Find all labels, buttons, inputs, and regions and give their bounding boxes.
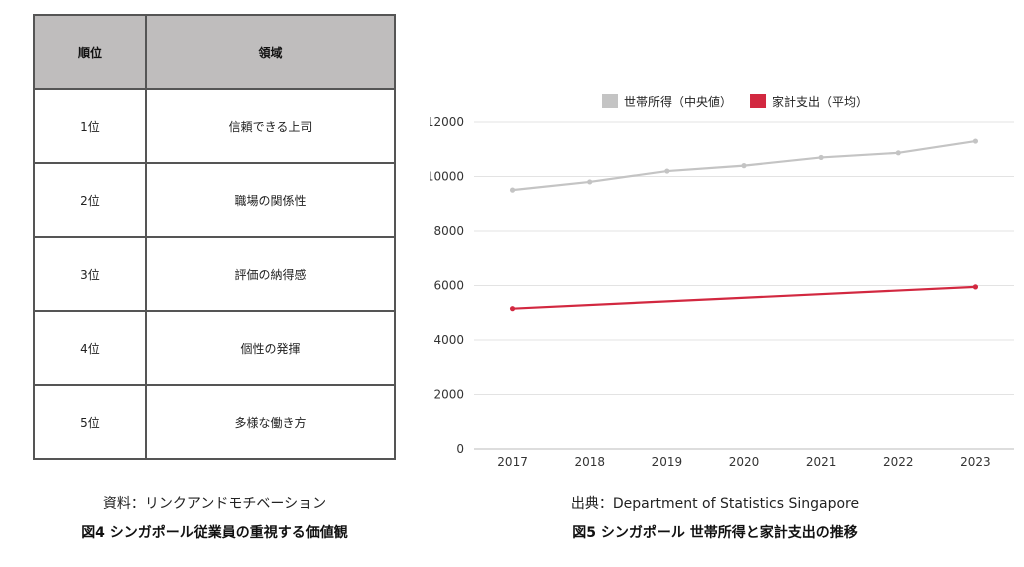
legend-label: 家計支出（平均）: [772, 94, 868, 109]
table-row: 4位 個性の発揮: [33, 310, 396, 386]
legend-swatch: [602, 94, 618, 108]
x-tick-label: 2018: [574, 455, 605, 469]
data-point: [587, 179, 593, 185]
y-tick-label: 0: [456, 442, 464, 456]
x-tick-label: 2021: [806, 455, 837, 469]
chart-source-caption: 出典：Department of Statistics Singapore: [570, 496, 860, 512]
rank-cell: 3位: [33, 236, 147, 312]
y-tick-label: 10000: [430, 170, 464, 184]
table-figure-title: 図4 シンガポール従業員の重視する価値観: [81, 525, 348, 541]
header-rank: 順位: [33, 14, 147, 90]
y-tick-label: 6000: [433, 279, 464, 293]
y-tick-label: 12000: [430, 115, 464, 129]
data-point: [509, 187, 516, 193]
y-tick-label: 4000: [433, 333, 464, 347]
income-expense-line-chart: 0 2000 4000 6000 8000 10000 12000 2017 2018 2019 2…: [430, 94, 1014, 469]
data-point: [895, 150, 901, 156]
data-point: [509, 306, 516, 312]
rank-cell: 2位: [33, 162, 147, 238]
data-point: [664, 168, 670, 174]
x-tick-label: 2022: [883, 455, 914, 469]
data-point: [741, 163, 747, 169]
table-header-row: 順位 領域: [33, 14, 396, 90]
area-cell: 個性の発揮: [145, 310, 396, 386]
legend-swatch: [750, 94, 767, 108]
rank-cell: 1位: [33, 88, 147, 164]
header-area: 領域: [145, 14, 396, 90]
area-cell: 評価の納得感: [145, 236, 396, 312]
table-row: 2位 職場の関係性: [33, 162, 396, 238]
x-tick-label: 2020: [729, 455, 760, 469]
x-tick-label: 2019: [652, 455, 683, 469]
data-point: [818, 154, 824, 161]
y-tick-label: 2000: [433, 388, 464, 402]
data-point: [972, 284, 979, 290]
table-row: 3位 評価の納得感: [33, 236, 396, 312]
series-line: [512, 285, 976, 310]
area-cell: 信頼できる上司: [145, 88, 396, 164]
area-cell: 多様な働き方: [145, 384, 396, 460]
chart-figure-title: 図5 シンガポール 世帯所得と家計支出の推移: [572, 525, 858, 541]
data-point: [972, 138, 979, 144]
y-tick-label: 8000: [433, 224, 464, 238]
rank-cell: 4位: [33, 310, 147, 386]
x-tick-label: 2017: [497, 455, 528, 469]
table-source-caption: 資料：リンクアンドモチベーション: [102, 496, 327, 512]
table-row: 5位 多様な働き方: [33, 384, 396, 460]
x-tick-label: 2023: [960, 455, 991, 469]
area-cell: 職場の関係性: [145, 162, 396, 238]
legend-label: 世帯所得（中央値）: [624, 94, 732, 109]
table-row: 1位 信頼できる上司: [33, 88, 396, 164]
rank-cell: 5位: [33, 384, 147, 460]
ranking-table: 順位 領域 1位 信頼できる上司 2位 職場の関係性 3位 評価の納得感 4位 …: [33, 14, 396, 460]
